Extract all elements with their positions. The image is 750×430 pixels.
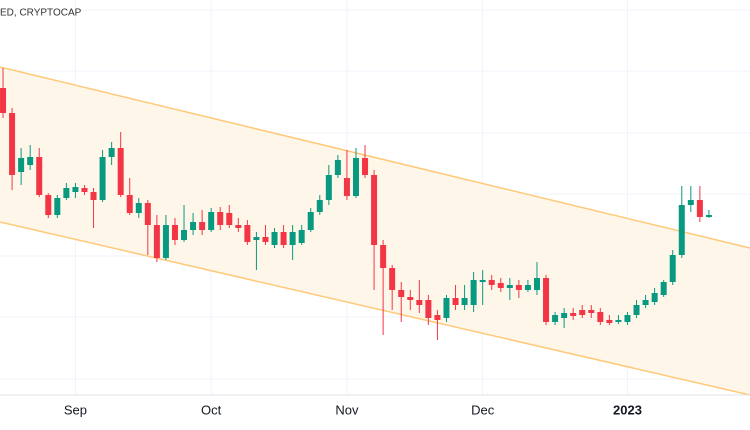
candle-body xyxy=(696,200,703,217)
candle-body xyxy=(642,300,649,305)
candle-body xyxy=(561,313,568,318)
candle-body xyxy=(389,268,396,290)
candle-body xyxy=(570,313,577,316)
chart-title: ED, CRYPTOCAP xyxy=(0,8,82,19)
candle-body xyxy=(36,157,43,195)
x-tick-label: Sep xyxy=(64,402,87,417)
candle-body xyxy=(208,212,215,230)
candle-body xyxy=(135,203,142,213)
candle-body xyxy=(126,195,133,213)
candle-body xyxy=(334,160,341,175)
candle-body xyxy=(398,290,405,297)
candle-body xyxy=(244,225,251,242)
candle-body xyxy=(253,237,260,240)
candle-body xyxy=(434,315,441,320)
candle-body xyxy=(615,320,622,322)
candle-body xyxy=(660,282,667,295)
candle-body xyxy=(669,255,676,282)
candle-body xyxy=(624,315,631,322)
candle-body xyxy=(199,222,206,230)
candle-body xyxy=(45,195,52,215)
candle-body xyxy=(515,285,522,290)
candle-body xyxy=(217,212,224,225)
candle-body xyxy=(63,188,70,198)
candle-body xyxy=(651,293,658,302)
candle-body xyxy=(226,213,233,225)
candle-body xyxy=(325,175,332,200)
candles xyxy=(0,68,712,340)
candle-body xyxy=(479,280,486,282)
candle-body xyxy=(533,278,540,290)
candle-body xyxy=(144,203,151,225)
candle-body xyxy=(99,157,106,200)
candle-body xyxy=(18,158,25,172)
candle-body xyxy=(552,315,559,322)
candle-body xyxy=(181,230,188,240)
candle-body xyxy=(108,148,115,157)
candle-body xyxy=(343,178,350,196)
candle-body xyxy=(352,158,359,196)
candle-body xyxy=(235,225,242,228)
candle-body xyxy=(461,298,468,305)
candle-body xyxy=(497,283,504,288)
channel-lower xyxy=(0,221,750,396)
candle-body xyxy=(543,278,550,322)
candle-body xyxy=(380,245,387,268)
candle-body xyxy=(452,298,459,305)
candle-body xyxy=(687,200,694,205)
candle-body xyxy=(9,113,16,175)
x-tick-label: 2023 xyxy=(613,402,642,417)
candle-body xyxy=(81,188,88,192)
candle-body xyxy=(307,212,314,230)
candle-body xyxy=(606,320,613,323)
candle-body xyxy=(371,175,378,245)
candle-body xyxy=(162,225,169,258)
candle-body xyxy=(280,232,287,245)
candle-body xyxy=(506,285,513,288)
candle-body xyxy=(488,280,495,285)
candle-body xyxy=(416,300,423,305)
candle-body xyxy=(524,285,531,290)
x-tick-label: Dec xyxy=(471,402,495,417)
candle-body xyxy=(153,225,160,258)
candle-body xyxy=(425,300,432,318)
candle-body xyxy=(27,157,34,165)
candle-body xyxy=(0,88,7,113)
candle-body xyxy=(443,298,450,318)
candle-body xyxy=(588,310,595,313)
candle-body xyxy=(271,232,278,245)
candle-body xyxy=(579,310,586,315)
candle-body xyxy=(117,148,124,195)
candle-body xyxy=(362,158,369,175)
candle-body xyxy=(705,215,712,217)
x-tick-label: Oct xyxy=(201,402,222,417)
candle-body xyxy=(171,225,178,240)
candle-body xyxy=(597,312,604,322)
candle-body xyxy=(470,280,477,305)
candle-body xyxy=(289,232,296,245)
candle-body xyxy=(72,187,79,192)
candle-body xyxy=(633,305,640,315)
candle-body xyxy=(678,205,685,255)
candle-body xyxy=(54,198,61,215)
candle-body xyxy=(316,200,323,212)
x-tick-label: Nov xyxy=(335,402,359,417)
candle-body xyxy=(190,222,197,230)
candle-body xyxy=(298,230,305,243)
candle-body xyxy=(407,297,414,300)
candle-body xyxy=(262,237,269,242)
channel-upper xyxy=(0,66,750,249)
candle-body xyxy=(90,192,97,200)
